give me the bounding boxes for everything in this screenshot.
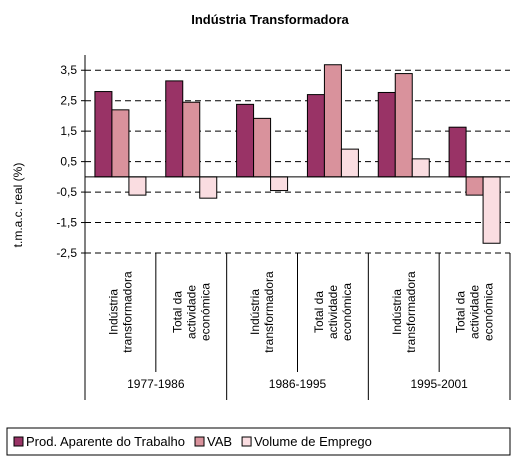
x-tick-label: económica — [340, 283, 354, 341]
bar — [448, 126, 467, 178]
x-tick-label: Indústria — [390, 289, 404, 335]
bar — [377, 91, 396, 178]
bar — [165, 80, 184, 178]
chart-title: Indústria Transformadora — [191, 12, 349, 27]
x-tick-label: Total da — [312, 291, 326, 333]
bar — [128, 176, 147, 196]
bar — [94, 91, 113, 178]
group-label: 1995-2001 — [410, 377, 468, 391]
legend-box — [6, 427, 511, 456]
y-tick-label: 3,5 — [60, 63, 77, 77]
x-tick-label: actividade — [468, 285, 482, 339]
x-tick-label: actividade — [184, 285, 198, 339]
bar — [323, 64, 342, 178]
y-tick-label: -0,5 — [56, 185, 77, 199]
bar — [482, 176, 501, 244]
y-tick-label: 0,5 — [60, 155, 77, 169]
legend-swatch — [194, 436, 205, 447]
bar — [465, 176, 484, 196]
x-tick-label: Indústria — [248, 289, 262, 335]
bar — [182, 101, 201, 178]
y-tick-label: -1,5 — [56, 216, 77, 230]
y-tick-label: -2,5 — [56, 246, 77, 260]
x-tick-label: Indústria — [106, 289, 120, 335]
group-label: 1977-1986 — [127, 377, 185, 391]
x-tick-label: transformadora — [120, 271, 134, 353]
bar — [253, 117, 272, 178]
bar — [411, 158, 430, 178]
y-axis-label: t.m.a.c. real (%) — [11, 163, 25, 248]
bar — [199, 176, 218, 199]
bar — [111, 109, 130, 178]
x-tick-label: actividade — [326, 285, 340, 339]
bar — [270, 176, 289, 192]
bar — [340, 148, 359, 178]
legend-label: Volume de Emprego — [254, 434, 372, 449]
y-tick-label: 1,5 — [60, 124, 77, 138]
y-tick-label: 2,5 — [60, 94, 77, 108]
x-tick-label: Total da — [454, 291, 468, 333]
legend-swatch — [13, 436, 24, 447]
group-label: 1986-1995 — [269, 377, 327, 391]
bar — [306, 94, 325, 178]
legend-label: VAB — [207, 434, 232, 449]
x-tick-label: económica — [482, 283, 496, 341]
legend-swatch — [241, 436, 252, 447]
bar — [236, 103, 255, 178]
x-tick-label: económica — [198, 283, 212, 341]
x-tick-label: Total da — [170, 291, 184, 333]
bar — [394, 73, 413, 178]
legend-label: Prod. Aparente do Trabalho — [26, 434, 185, 449]
x-tick-label: transformadora — [262, 271, 276, 353]
x-tick-label: transformadora — [404, 271, 418, 353]
